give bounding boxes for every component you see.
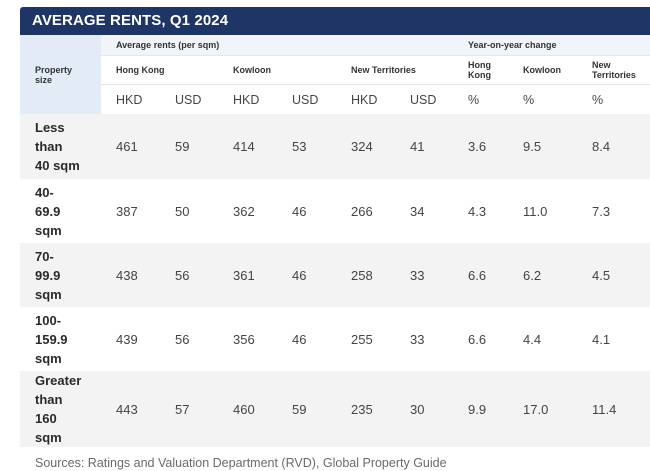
table-cell: 9.9	[453, 371, 508, 447]
table-cell: 56	[160, 243, 218, 307]
table-cell: 324	[336, 114, 395, 179]
unit-header: HKD	[101, 84, 160, 114]
table-cell: 6.2	[508, 243, 577, 307]
row-label: 40- 69.9 sqm	[35, 184, 62, 238]
row-label: Less than 40 sqm	[20, 114, 101, 179]
table-cell: 362	[233, 203, 255, 219]
table-cell: 33	[395, 243, 453, 307]
table-cell: 414	[218, 114, 277, 179]
table-cell: 4.4	[523, 331, 542, 347]
yoy-header-new-territories: New Territories	[577, 55, 650, 84]
unit-header: %	[508, 84, 577, 114]
table-cell: 57	[160, 371, 218, 447]
region-header-hong-kong: Hong Kong	[101, 55, 218, 84]
table-cell: 59	[160, 114, 218, 179]
average-rents-header: Average rents (per sqm)	[101, 35, 453, 55]
table-cell: 4.5	[577, 243, 650, 307]
table-cell: 258	[336, 243, 395, 307]
yoy-header-kowloon: Kowloon	[508, 55, 577, 84]
unit-header: %	[577, 84, 650, 114]
source-note: Sources: Ratings and Valuation Departmen…	[35, 456, 447, 470]
unit-header: USD	[395, 84, 453, 114]
table-cell: 46	[277, 243, 336, 307]
rents-table: Property size Average rents (per sqm) Ye…	[20, 35, 650, 447]
table-cell: 6.6	[453, 243, 508, 307]
unit-header: HKD	[218, 84, 277, 114]
table-cell: 33	[410, 331, 425, 347]
table-cell: 7.3	[592, 203, 611, 219]
table-cell: 56	[175, 331, 190, 347]
table-cell: 3.6	[453, 114, 508, 179]
table-cell: 9.5	[508, 114, 577, 179]
unit-header: USD	[277, 84, 336, 114]
table-title: AVERAGE RENTS, Q1 2024	[20, 7, 650, 35]
table-cell: 6.6	[468, 331, 487, 347]
table-cell: 438	[101, 243, 160, 307]
table-cell: 11.4	[577, 371, 650, 447]
table-cell: 461	[101, 114, 160, 179]
property-size-header: Property size	[20, 35, 101, 114]
table-cell: 4.3	[468, 203, 487, 219]
table-cell: 30	[395, 371, 453, 447]
region-header-kowloon: Kowloon	[218, 55, 336, 84]
row-label: 70- 99.9 sqm	[20, 243, 101, 307]
table-cell: 255	[351, 331, 373, 347]
table-cell: 266	[351, 203, 373, 219]
table-cell: 235	[336, 371, 395, 447]
region-header-new-territories: New Territories	[336, 55, 453, 84]
table-cell: 356	[233, 331, 255, 347]
unit-header: %	[453, 84, 508, 114]
table-cell: 17.0	[508, 371, 577, 447]
table-cell: 11.0	[523, 203, 548, 219]
table-cell: 41	[395, 114, 453, 179]
row-label: Greater than 160 sqm	[20, 371, 101, 447]
table-cell: 361	[218, 243, 277, 307]
yoy-change-header: Year-on-year change	[453, 35, 650, 55]
table-cell: 46	[292, 203, 307, 219]
table-cell: 8.4	[577, 114, 650, 179]
table-cell: 50	[175, 203, 190, 219]
unit-header: HKD	[336, 84, 395, 114]
row-label: 100- 159.9 sqm	[35, 312, 68, 366]
table-cell: 4.1	[592, 331, 611, 347]
table-cell: 387	[116, 203, 138, 219]
table-cell: 460	[218, 371, 277, 447]
table-cell: 53	[277, 114, 336, 179]
unit-header: USD	[160, 84, 218, 114]
table-cell: 46	[292, 331, 307, 347]
table-cell: 443	[101, 371, 160, 447]
table-cell: 59	[277, 371, 336, 447]
yoy-header-hong-kong: Hong Kong	[453, 55, 508, 84]
table-cell: 439	[116, 331, 138, 347]
table-cell: 34	[410, 203, 425, 219]
